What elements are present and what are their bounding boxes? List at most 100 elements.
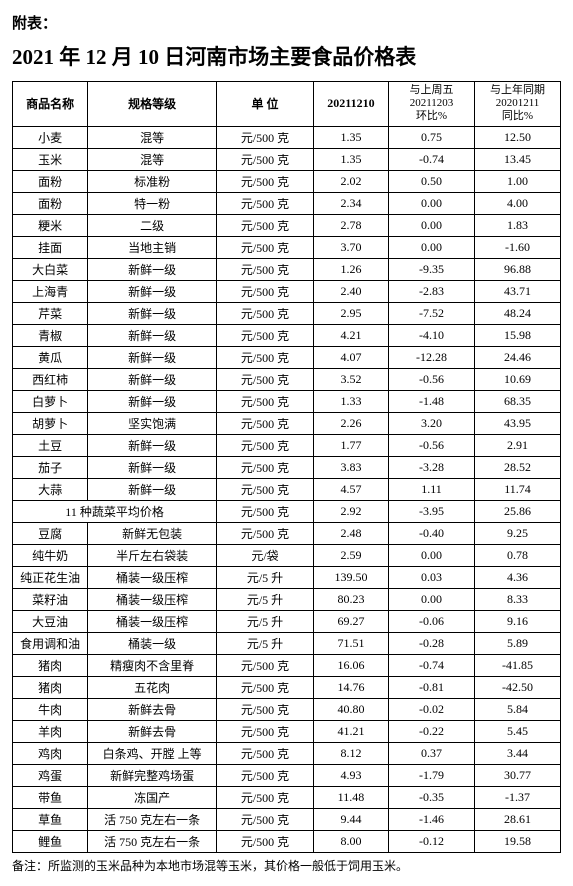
- table-row: 芹菜新鲜一级元/500 克2.95-7.5248.24: [13, 302, 561, 324]
- cell-unit: 元/500 克: [217, 368, 314, 390]
- table-row: 土豆新鲜一级元/500 克1.77-0.562.91: [13, 434, 561, 456]
- cell-spec: 坚实饱满: [88, 412, 217, 434]
- cell-spec: 新鲜一级: [88, 324, 217, 346]
- table-row: 粳米二级元/500 克2.780.001.83: [13, 214, 561, 236]
- cell-name: 鲤鱼: [13, 830, 88, 852]
- cell-wow: 0.00: [389, 192, 475, 214]
- cell-yoy: 19.58: [475, 830, 561, 852]
- col-wow-header: 与上周五 20211203 环比%: [389, 82, 475, 127]
- cell-yoy: 43.95: [475, 412, 561, 434]
- cell-unit: 元/5 升: [217, 588, 314, 610]
- cell-wow: -9.35: [389, 258, 475, 280]
- table-row: 鲤鱼活 750 克左右一条元/500 克8.00-0.1219.58: [13, 830, 561, 852]
- cell-price: 40.80: [313, 698, 388, 720]
- table-row: 鸡肉白条鸡、开膛 上等元/500 克8.120.373.44: [13, 742, 561, 764]
- cell-wow: 0.00: [389, 236, 475, 258]
- table-row: 面粉特一粉元/500 克2.340.004.00: [13, 192, 561, 214]
- table-row: 带鱼冻国产元/500 克11.48-0.35-1.37: [13, 786, 561, 808]
- cell-unit: 元/袋: [217, 544, 314, 566]
- cell-yoy: 9.16: [475, 610, 561, 632]
- cell-yoy: 5.45: [475, 720, 561, 742]
- cell-price: 2.40: [313, 280, 388, 302]
- cell-spec: 新鲜无包装: [88, 522, 217, 544]
- cell-spec: 桶装一级: [88, 632, 217, 654]
- cell-wow: -0.56: [389, 434, 475, 456]
- cell-wow: -4.10: [389, 324, 475, 346]
- cell-price: 71.51: [313, 632, 388, 654]
- cell-price: 2.02: [313, 170, 388, 192]
- table-row: 玉米混等元/500 克1.35-0.7413.45: [13, 148, 561, 170]
- cell-unit: 元/500 克: [217, 302, 314, 324]
- table-row: 挂面当地主销元/500 克3.700.00-1.60: [13, 236, 561, 258]
- cell-name: 白萝卜: [13, 390, 88, 412]
- cell-yoy: 10.69: [475, 368, 561, 390]
- table-row: 小麦混等元/500 克1.350.7512.50: [13, 126, 561, 148]
- avg-label: 11 种蔬菜平均价格: [13, 500, 217, 522]
- cell-wow: -0.12: [389, 830, 475, 852]
- cell-spec: 混等: [88, 126, 217, 148]
- cell-spec: 新鲜一级: [88, 478, 217, 500]
- cell-spec: 新鲜一级: [88, 258, 217, 280]
- cell-name: 面粉: [13, 170, 88, 192]
- cell-yoy: 4.36: [475, 566, 561, 588]
- cell-unit: 元/500 克: [217, 126, 314, 148]
- cell-name: 猪肉: [13, 676, 88, 698]
- table-row: 豆腐新鲜无包装元/500 克2.48-0.409.25: [13, 522, 561, 544]
- cell-unit: 元/500 克: [217, 192, 314, 214]
- table-row: 大豆油桶装一级压榨元/5 升69.27-0.069.16: [13, 610, 561, 632]
- header-label: 附表：: [12, 12, 561, 33]
- cell-spec: 新鲜一级: [88, 390, 217, 412]
- cell-wow: -3.28: [389, 456, 475, 478]
- cell-price: 1.77: [313, 434, 388, 456]
- cell-wow: 0.75: [389, 126, 475, 148]
- table-row: 猪肉精瘦肉不含里脊元/500 克16.06-0.74-41.85: [13, 654, 561, 676]
- cell-yoy: -42.50: [475, 676, 561, 698]
- cell-unit: 元/500 克: [217, 346, 314, 368]
- cell-yoy: 43.71: [475, 280, 561, 302]
- cell-price: 8.00: [313, 830, 388, 852]
- cell-wow: 0.37: [389, 742, 475, 764]
- cell-wow: 1.11: [389, 478, 475, 500]
- cell-name: 青椒: [13, 324, 88, 346]
- cell-unit: 元/500 克: [217, 214, 314, 236]
- cell-spec: 二级: [88, 214, 217, 236]
- cell-unit: 元/500 克: [217, 522, 314, 544]
- table-row: 白萝卜新鲜一级元/500 克1.33-1.4868.35: [13, 390, 561, 412]
- cell-unit: 元/5 升: [217, 610, 314, 632]
- cell-name: 玉米: [13, 148, 88, 170]
- cell-price: 16.06: [313, 654, 388, 676]
- cell-price: 69.27: [313, 610, 388, 632]
- cell-unit: 元/500 克: [217, 478, 314, 500]
- cell-price: 1.35: [313, 148, 388, 170]
- cell-spec: 活 750 克左右一条: [88, 830, 217, 852]
- cell-wow: 0.00: [389, 588, 475, 610]
- cell-price: 3.52: [313, 368, 388, 390]
- page-title: 2021 年 12 月 10 日河南市场主要食品价格表: [12, 41, 561, 71]
- cell-name: 芹菜: [13, 302, 88, 324]
- cell-yoy: 0.78: [475, 544, 561, 566]
- cell-name: 大豆油: [13, 610, 88, 632]
- cell-wow: -0.06: [389, 610, 475, 632]
- cell-wow: -0.35: [389, 786, 475, 808]
- cell-name: 西红柿: [13, 368, 88, 390]
- cell-unit: 元/500 克: [217, 390, 314, 412]
- cell-price: 3.83: [313, 456, 388, 478]
- cell-yoy: 28.61: [475, 808, 561, 830]
- col-yoy-header: 与上年同期 20201211 同比%: [475, 82, 561, 127]
- cell-price: 1.33: [313, 390, 388, 412]
- cell-spec: 桶装一级压榨: [88, 610, 217, 632]
- cell-yoy: 11.74: [475, 478, 561, 500]
- cell-yoy: 2.91: [475, 434, 561, 456]
- cell-name: 茄子: [13, 456, 88, 478]
- cell-spec: 新鲜去骨: [88, 698, 217, 720]
- cell-yoy: 24.46: [475, 346, 561, 368]
- cell-name: 面粉: [13, 192, 88, 214]
- cell-wow: -0.40: [389, 522, 475, 544]
- cell-wow: -0.02: [389, 698, 475, 720]
- avg-yoy: 25.86: [475, 500, 561, 522]
- cell-spec: 标准粉: [88, 170, 217, 192]
- cell-unit: 元/500 克: [217, 830, 314, 852]
- cell-price: 2.34: [313, 192, 388, 214]
- cell-spec: 新鲜一级: [88, 368, 217, 390]
- avg-price: 2.92: [313, 500, 388, 522]
